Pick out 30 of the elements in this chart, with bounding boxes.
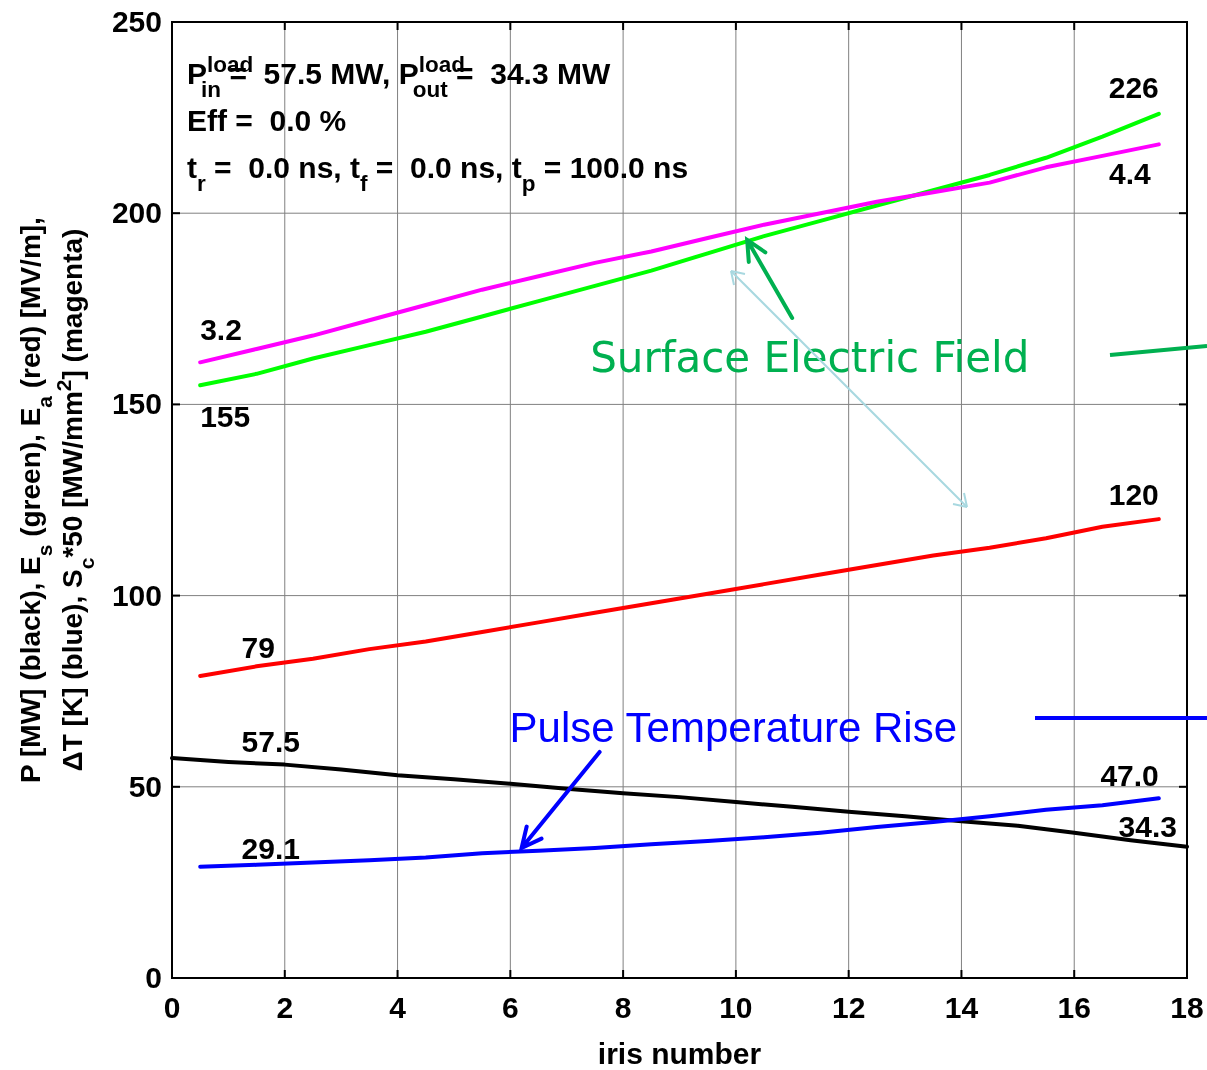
y-tick-label: 250 <box>111 5 162 38</box>
annotation: 79 <box>241 631 275 665</box>
x-axis-title: iris number <box>597 1037 762 1070</box>
x-tick-label: 16 <box>1057 991 1091 1024</box>
x-tick-label: 2 <box>276 991 294 1024</box>
x-tick-label: 4 <box>389 991 407 1024</box>
x-tick-label: 18 <box>1170 991 1204 1024</box>
annotation: t$_{r}$ = 0.0 ns, t$_{f}$ = 0.0 ns, t$_{p}$ = 100.0 ns <box>187 151 689 196</box>
x-tick-label: 8 <box>614 991 632 1024</box>
annotation: Pulse Temperature Rise <box>509 703 958 751</box>
annotation: 47.0 <box>1100 759 1159 793</box>
y-tick-label: 50 <box>128 769 162 803</box>
y-tick-label: 150 <box>111 387 162 421</box>
annotation: 3.2 <box>200 313 242 347</box>
annotation: 226 <box>1108 70 1159 104</box>
annotation: 120 <box>1108 478 1159 512</box>
x-tick-label: 14 <box>944 991 979 1024</box>
x-tick-label: 12 <box>831 991 866 1024</box>
annotation: 34.3 <box>1118 809 1177 843</box>
annotation: Surface Electric Field <box>590 332 1030 382</box>
y-tick-label: 0 <box>145 961 162 994</box>
y-tick-label: 200 <box>111 196 162 230</box>
annotation: 29.1 <box>241 831 300 865</box>
x-tick-label: 10 <box>719 991 753 1024</box>
annotation: 155 <box>200 400 251 434</box>
annotation: Eff = 0.0 % <box>187 104 347 137</box>
annotation: 4.4 <box>1109 157 1152 191</box>
y-tick-label: 100 <box>111 578 162 612</box>
annotation: 57.5 <box>241 724 300 758</box>
x-tick-label: 6 <box>501 991 519 1024</box>
